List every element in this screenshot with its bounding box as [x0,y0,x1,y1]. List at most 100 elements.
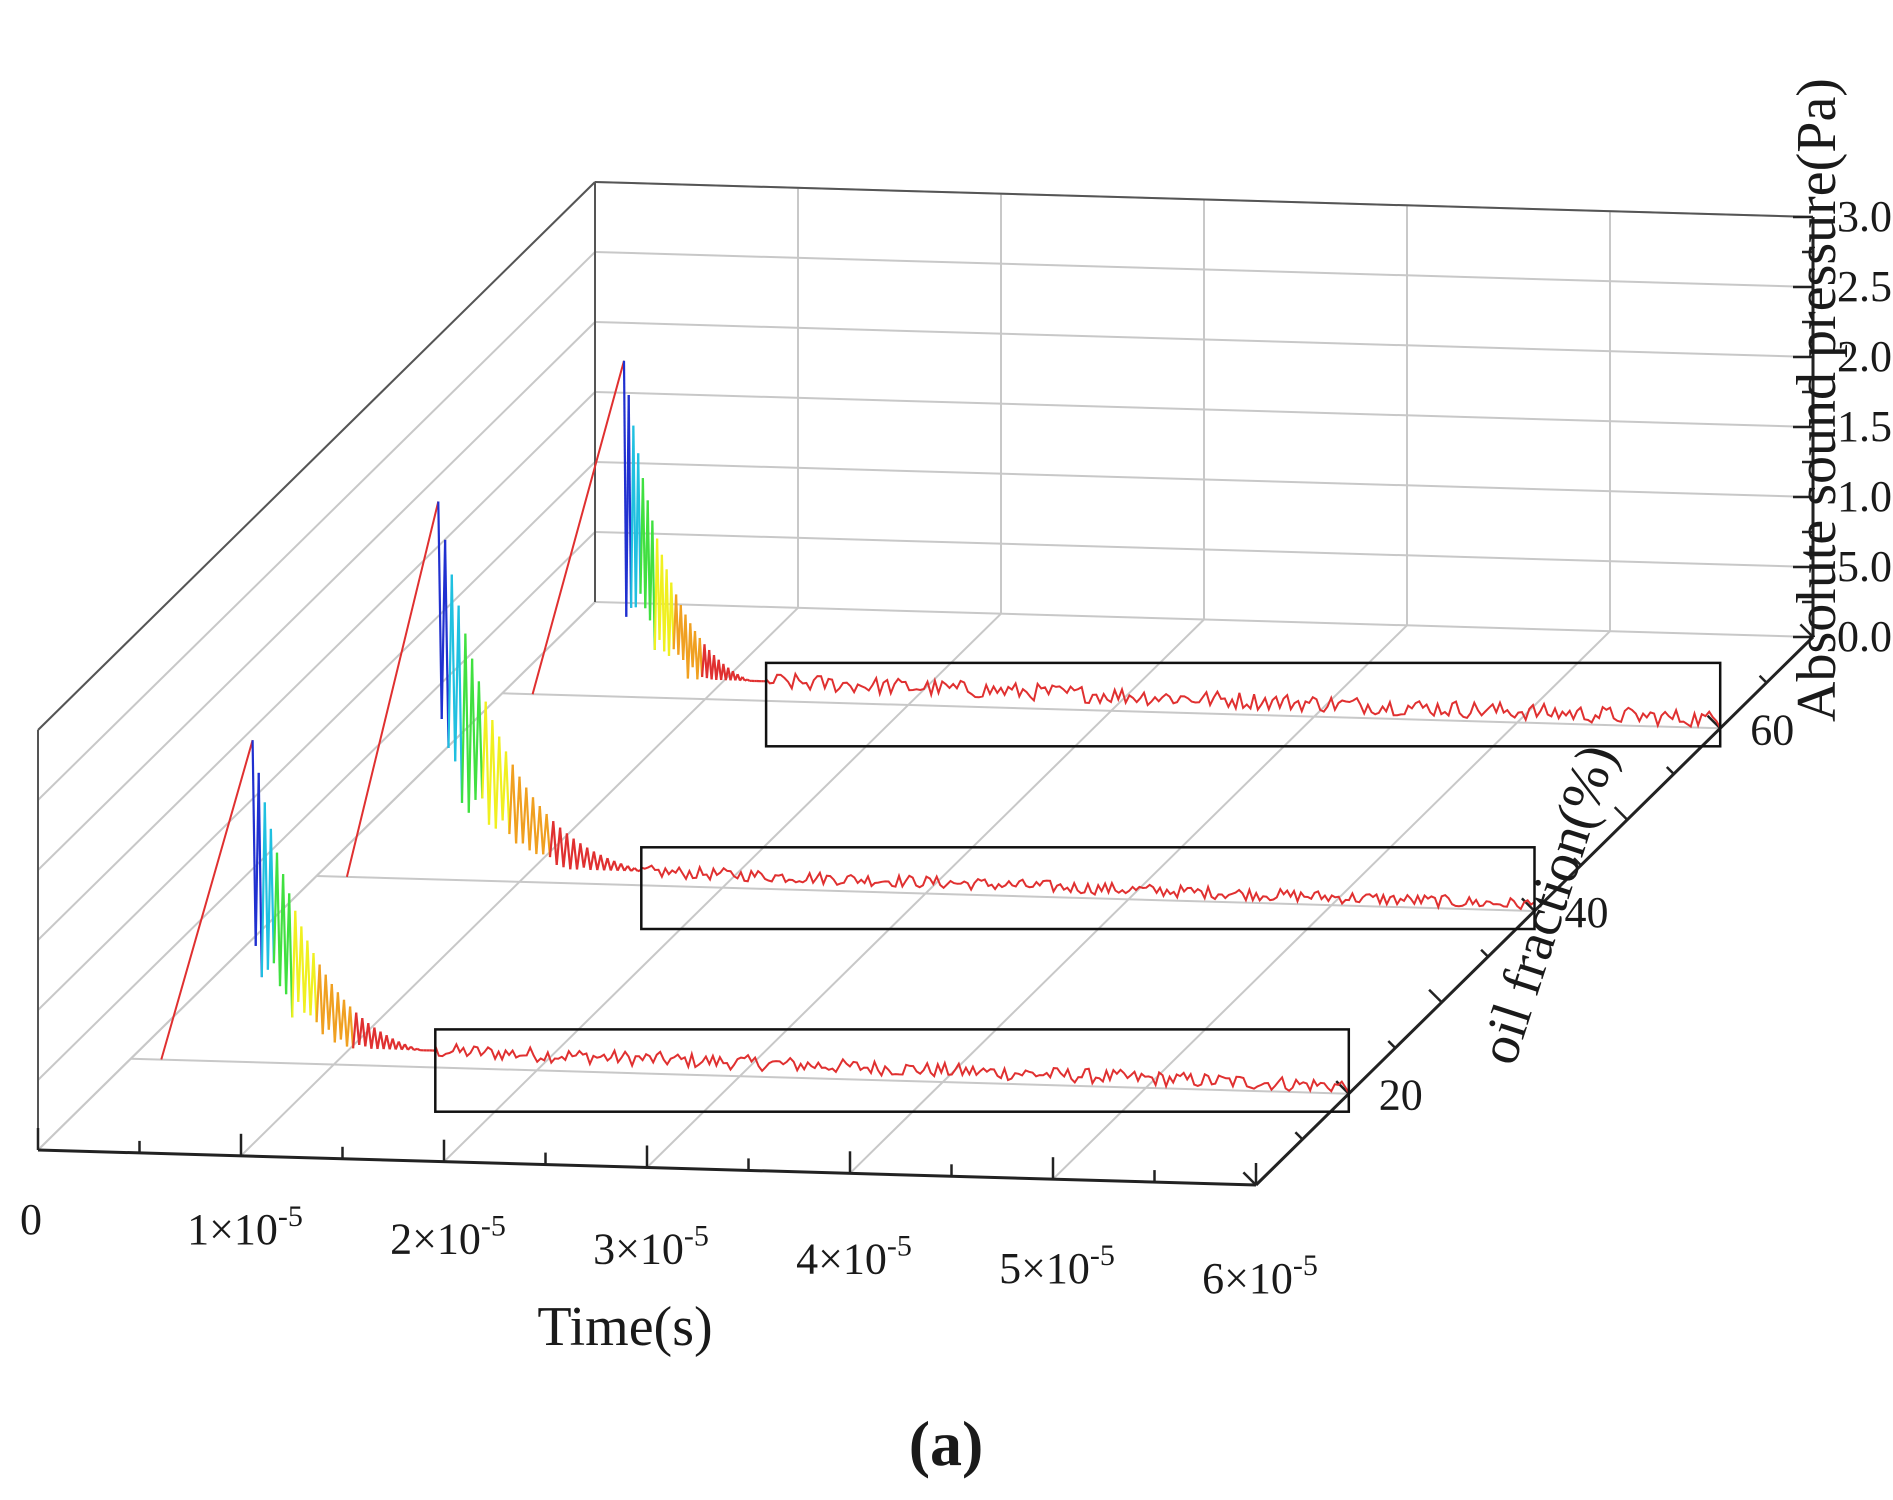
side-wall-hgrid [37,391,596,941]
y-tick [1294,1131,1304,1141]
y-tick [1665,766,1675,775]
series-burst-segment [385,1034,391,1050]
series-rise [345,501,440,878]
series-burst-segment [498,736,504,821]
series-burst-segment [410,1045,415,1051]
series-burst-segment [538,806,545,855]
series-tail [434,1041,1350,1094]
series-layer [160,360,1722,1094]
highlight-box-20 [434,1028,1351,1113]
series-burst-segment [525,787,531,851]
frame-top-back-edge [594,181,1814,218]
y-tick-label: 60 [1750,705,1794,754]
side-wall-hgrid [37,251,596,801]
label-layer: 0 1×10-5 2×10-5 3×10-5 4×10-5 5×10-5 6×10-5 20 4… [20,192,1893,1303]
series-burst-segment [318,964,324,1035]
series-60 [531,360,1722,729]
series-burst-segment [606,857,612,871]
z-tick-label: 2.0×105 [1837,327,1893,381]
z-tick-label: 5.0×104 [1837,537,1893,591]
series-40 [345,501,1536,911]
series-burst-segment [291,910,297,1018]
series-burst-segment [444,539,450,749]
series-burst-segment [269,828,275,964]
series-burst-segment [251,740,257,946]
highlight-box-layer [434,661,1722,1113]
y-tick [1335,1080,1350,1095]
series-burst-segment [613,860,619,872]
series-burst-segment [586,847,592,871]
series-burst-segment [474,681,480,800]
series-burst-segment [515,776,521,844]
series-burst-segment [491,719,497,829]
series-burst-segment [450,574,457,762]
series-burst-segment [379,1031,385,1050]
series-burst-segment [437,501,443,720]
side-wall-hgrid [37,461,596,1011]
x-tick-label: 3×10-5 [593,1220,709,1274]
z-tick-label: 0.0 [1837,612,1892,661]
series-burst-segment [552,821,558,865]
series-burst-segment [741,676,746,682]
x-axis-title: Time(s) [537,1296,712,1358]
back-wall-hgrid [594,461,1814,498]
series-burst-segment [263,802,269,970]
series-burst-segment [330,983,336,1043]
y-tick [1428,988,1443,1004]
x-tick-label: 6×10-5 [1202,1249,1318,1303]
y-tick-label: 40 [1565,888,1609,937]
series-burst-segment [336,992,342,1040]
x-tick-label: 1×10-5 [187,1200,303,1254]
back-wall-hgrid [594,391,1814,428]
y-tick [1521,897,1536,912]
series-burst-segment [464,633,470,813]
series-burst-segment [312,953,318,1023]
series-rise [160,739,254,1060]
y-tick [1706,714,1722,730]
series-burst-segment [494,736,501,829]
series-burst-segment [630,867,636,872]
series-burst-segment [572,838,579,870]
series-burst-segment [324,974,330,1030]
highlight-box-40 [640,846,1536,931]
series-burst-segment [367,1022,373,1049]
series-burst-segment [471,658,477,800]
series-burst-segment [282,874,288,995]
series-burst-segment [288,893,294,1018]
series-burst-segment [504,751,511,835]
y-tick [1573,857,1582,867]
y-tick [1242,1171,1257,1186]
figure-caption: (a) [909,1408,984,1479]
series-burst-segment [484,701,491,825]
axis-layer [36,215,1815,1187]
series-burst-segment [575,843,582,870]
series-burst-segment [620,863,626,872]
series-burst-segment [416,1047,421,1052]
y-tick [1799,623,1814,638]
y-tick [1387,1040,1397,1049]
series-burst-segment [579,843,585,868]
series-burst-segment [413,1047,418,1052]
z-tick-label: 2.5×105 [1837,257,1893,311]
series-burst-segment [518,776,524,844]
series-burst-segment [477,681,484,799]
series-burst-segment [487,719,494,825]
series-burst-segment [511,764,518,844]
side-wall-hgrid [37,321,596,871]
series-20 [160,739,1350,1094]
z-tick-label: 1.5×105 [1837,397,1893,451]
series-rise [531,360,625,695]
series-tail [640,864,1536,911]
series-burst-segment [599,854,606,871]
series-burst-segment [535,806,541,855]
series-burst-segment [391,1038,397,1050]
series-tail [765,671,1722,729]
floor-grid-fraction [130,1057,1349,1095]
series-burst-segment [565,833,572,870]
series-burst-segment [589,851,595,871]
y-tick-label: 20 [1379,1071,1423,1120]
x-tick-label: 2×10-5 [390,1210,506,1264]
series-burst-segment [744,678,748,682]
series-burst-segment [275,852,282,987]
highlight-box-60 [764,661,1722,748]
